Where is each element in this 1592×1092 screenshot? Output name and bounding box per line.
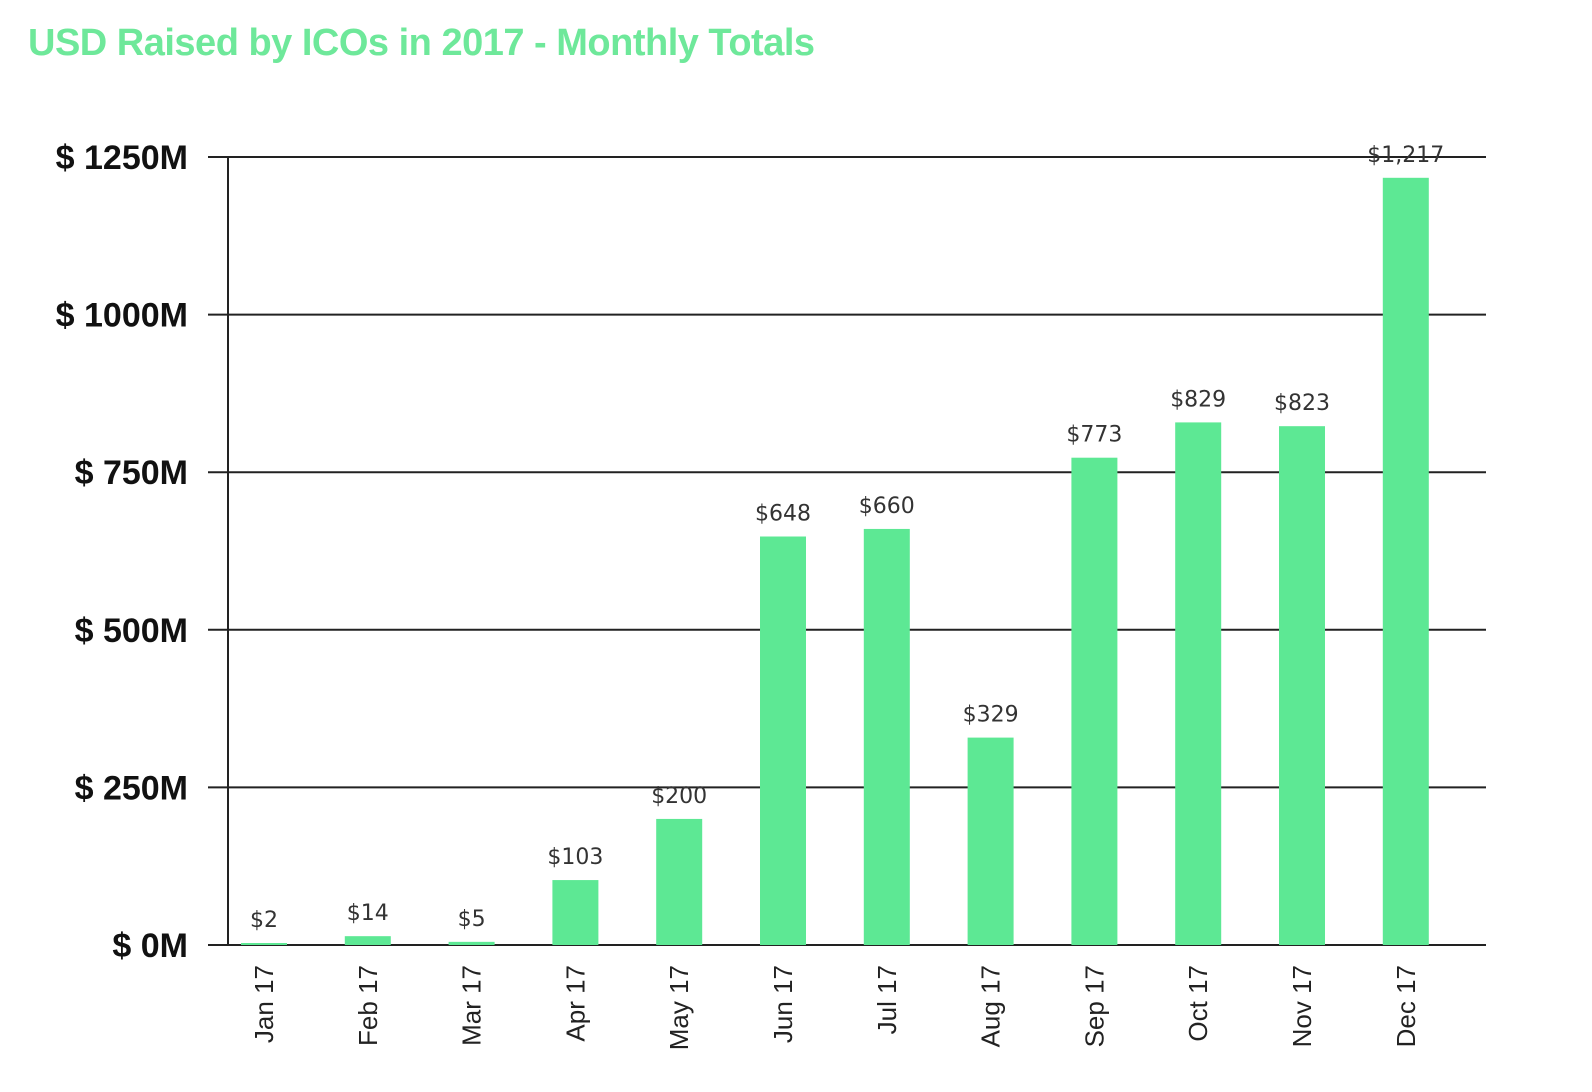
x-tick-label-11: Dec 17 xyxy=(1391,965,1421,1047)
data-label-8: $773 xyxy=(1066,423,1122,448)
y-tick-label-4: $ 1000M xyxy=(56,297,188,335)
data-label-4: $200 xyxy=(651,784,707,809)
y-tick-label-0: $ 0M xyxy=(112,927,188,965)
y-tick-labels: $ 0M $ 250M $ 500M $ 750M $ 1000M $ 1250M xyxy=(56,139,188,965)
y-tick-label-5: $ 1250M xyxy=(56,139,188,177)
data-label-10: $823 xyxy=(1274,391,1330,416)
data-label-1: $14 xyxy=(347,901,389,926)
x-tick-label-2: Mar 17 xyxy=(457,965,487,1046)
bar-4 xyxy=(656,818,703,945)
y-tick-label-3: $ 750M xyxy=(75,454,188,492)
bar-5 xyxy=(760,536,806,945)
bar-0 xyxy=(241,943,287,945)
bar-6 xyxy=(863,528,910,945)
data-label-0: $2 xyxy=(250,908,278,933)
bar-9 xyxy=(1175,422,1222,945)
x-tick-label-0: Jan 17 xyxy=(249,965,279,1043)
data-label-6: $660 xyxy=(859,494,915,519)
bars xyxy=(241,177,1429,945)
y-tick-label-2: $ 500M xyxy=(75,612,188,650)
chart-title: USD Raised by ICOs in 2017 - Monthly Tot… xyxy=(28,22,815,64)
x-tick-label-5: Jun 17 xyxy=(768,965,798,1043)
data-label-3: $103 xyxy=(547,845,603,870)
x-tick-label-6: Jul 17 xyxy=(872,965,902,1034)
bar-2 xyxy=(448,941,495,945)
bar-8 xyxy=(1071,457,1118,945)
bar-3 xyxy=(552,880,599,945)
y-tick-label-1: $ 250M xyxy=(75,769,188,807)
data-label-7: $329 xyxy=(963,703,1019,728)
bar-1 xyxy=(344,936,391,945)
x-tick-label-8: Sep 17 xyxy=(1079,965,1109,1047)
data-labels: $2 $14 $5 $103 $200 $648 $660 $329 $773 $829 $823 $… xyxy=(250,143,1444,933)
x-tick-label-10: Nov 17 xyxy=(1287,965,1317,1047)
x-tick-label-3: Apr 17 xyxy=(560,965,590,1042)
data-label-5: $648 xyxy=(755,502,811,527)
x-tick-label-9: Oct 17 xyxy=(1183,965,1213,1042)
x-tick-label-4: May 17 xyxy=(664,965,694,1050)
x-tick-label-7: Aug 17 xyxy=(976,965,1006,1047)
data-label-9: $829 xyxy=(1170,387,1226,412)
x-tick-label-1: Feb 17 xyxy=(353,965,383,1046)
bar-10 xyxy=(1279,426,1325,945)
bar-11 xyxy=(1382,177,1429,945)
grid-lines xyxy=(208,156,1486,946)
data-label-2: $5 xyxy=(458,907,486,932)
x-tick-labels: Jan 17 Feb 17 Mar 17 Apr 17 May 17 Jun 17 Jul … xyxy=(249,965,1421,1050)
bar-7 xyxy=(967,737,1014,945)
data-label-11: $1,217 xyxy=(1367,143,1444,168)
